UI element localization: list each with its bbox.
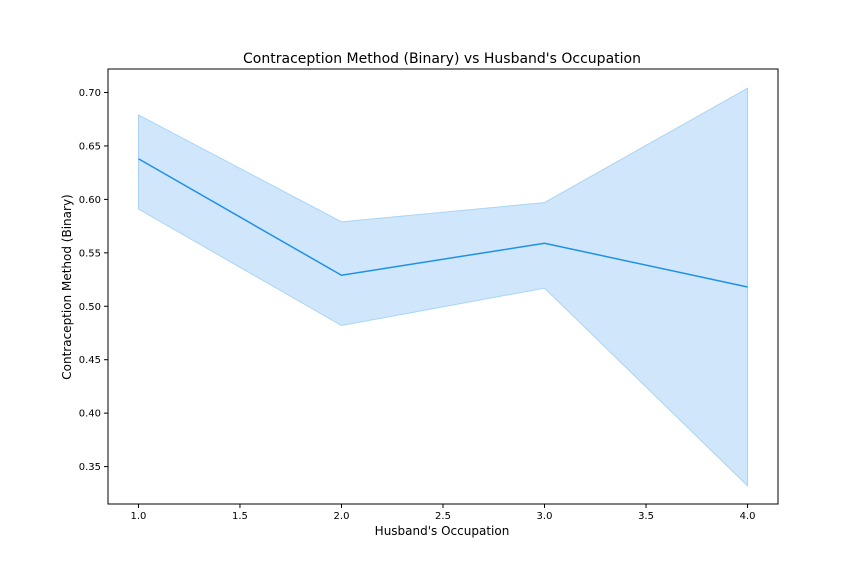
y-tick-label: 0.40 — [79, 409, 101, 420]
x-tick-label: 2.5 — [435, 511, 451, 522]
y-tick-label: 0.60 — [79, 195, 101, 206]
x-tick-label: 3.0 — [537, 511, 553, 522]
y-tick-label: 0.70 — [79, 88, 101, 99]
y-tick-label: 0.35 — [79, 462, 101, 473]
y-axis-title: Contraception Method (Binary) — [60, 194, 74, 379]
y-tick-label: 0.65 — [79, 141, 101, 152]
x-tick-label: 2.0 — [334, 511, 350, 522]
x-tick-label: 3.5 — [638, 511, 654, 522]
y-tick-label: 0.55 — [79, 248, 101, 259]
y-tick-label: 0.45 — [79, 355, 101, 366]
x-axis-title: Husband's Occupation — [375, 524, 510, 538]
x-tick-label: 4.0 — [740, 511, 756, 522]
chart-title: Contraception Method (Binary) vs Husband… — [243, 51, 641, 67]
plot-area — [137, 87, 749, 488]
x-tick-label: 1.5 — [232, 511, 248, 522]
x-tick-label: 1.0 — [131, 511, 147, 522]
y-tick-label: 0.50 — [79, 302, 101, 313]
axes: 1.0 1.5 2.0 2.5 3.0 3.5 4.0 0.35 0.40 0.45 0.50 0.5… — [79, 68, 779, 522]
confidence-band-0 — [137, 87, 749, 488]
series-line-0 — [138, 158, 748, 288]
